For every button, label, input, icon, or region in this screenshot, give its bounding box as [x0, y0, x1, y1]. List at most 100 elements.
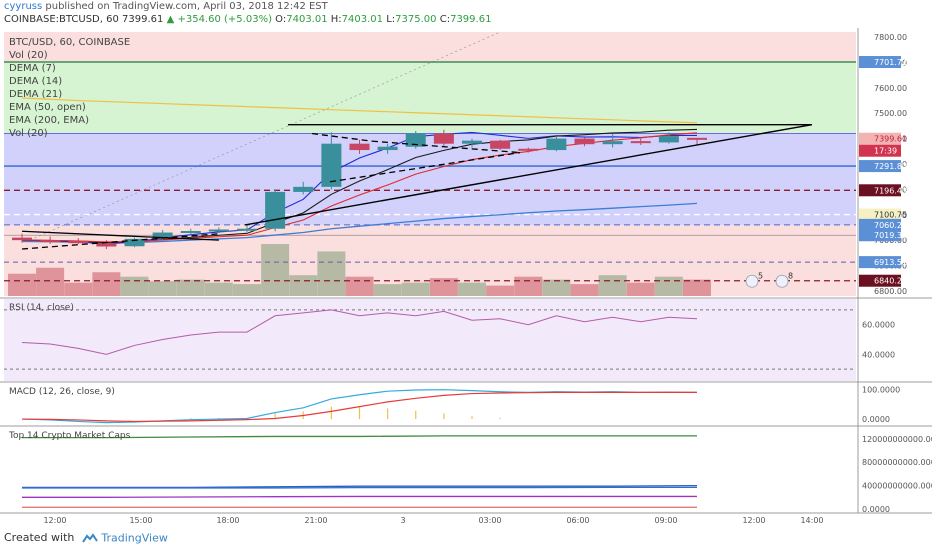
- legend-item[interactable]: Vol (20): [9, 127, 130, 140]
- time-tick-label: 12:00: [742, 516, 765, 525]
- low-label: L:: [386, 14, 395, 25]
- high-value: 7403.01: [342, 14, 383, 25]
- price-change: +354.60 (+5.03%): [177, 14, 272, 25]
- volume-bar: [514, 277, 542, 296]
- time-tick-label: 12:00: [43, 516, 66, 525]
- publish-line: cyyruss published on TradingView.com, Ap…: [4, 1, 328, 12]
- volume-bar: [36, 268, 64, 296]
- candle: [293, 187, 313, 192]
- trading-chart[interactable]: 587800.007700.007600.007500.007400.00730…: [0, 28, 932, 526]
- chart-legend: BTC/USD, 60, COINBASE Vol (20) DEMA (7) …: [9, 36, 130, 140]
- volume-bar: [627, 283, 655, 296]
- time-tick-label: 06:00: [566, 516, 589, 525]
- time-tick-label: 18:00: [216, 516, 239, 525]
- volume-bar: [486, 286, 514, 296]
- legend-item[interactable]: Vol (20): [9, 49, 130, 62]
- candle: [265, 192, 285, 229]
- candle: [209, 229, 229, 231]
- ohlc-line: COINBASE:BTCUSD, 60 7399.61 ▲ +354.60 (+…: [4, 14, 491, 25]
- price-tag-label: 17:39: [874, 147, 897, 156]
- legend-item[interactable]: DEMA (7): [9, 62, 130, 75]
- volume-bar: [458, 283, 486, 296]
- legend-item[interactable]: BTC/USD, 60, COINBASE: [9, 36, 130, 49]
- rsi-tick-label: 60.0000: [862, 321, 895, 330]
- change-up-icon: ▲: [167, 14, 175, 25]
- macd-tick-label: 100.0000: [862, 385, 900, 394]
- candle: [518, 149, 538, 151]
- legend-item[interactable]: EMA (50, open): [9, 101, 130, 114]
- volume-bar: [233, 284, 261, 296]
- price-tag-label: 7291.83: [874, 162, 907, 171]
- market-caps-title: Top 14 Crypto Market Caps: [8, 431, 131, 441]
- volume-bar: [374, 284, 402, 296]
- rsi-tick-label: 40.0000: [862, 350, 895, 359]
- time-tick-label: 3: [400, 516, 405, 525]
- volume-bar: [121, 277, 149, 296]
- price-tag-label: 7060.28: [874, 221, 907, 230]
- close-label: C:: [440, 14, 450, 25]
- price-tag-label: 7399.61: [874, 135, 907, 144]
- price-tick-label: 7600.00: [874, 84, 907, 93]
- event-count: 8: [788, 271, 793, 280]
- author-link[interactable]: cyyruss: [4, 1, 42, 12]
- candle: [68, 241, 88, 244]
- volume-bar: [346, 277, 374, 296]
- green-zone: [4, 62, 856, 134]
- volume-bar: [261, 244, 289, 296]
- candle: [687, 138, 707, 140]
- candle: [490, 141, 510, 149]
- symbol-label: COINBASE:BTCUSD, 60: [4, 14, 119, 25]
- tradingview-logo-icon: [82, 533, 98, 543]
- candle: [546, 139, 566, 150]
- rsi-title: RSI (14, close): [9, 303, 74, 313]
- candle: [96, 243, 116, 246]
- market-cap-line: [22, 487, 697, 488]
- volume-bar: [542, 280, 570, 296]
- price-tag-label: 7701.72: [874, 58, 907, 67]
- created-with-label: Created with: [4, 531, 74, 544]
- close-value: 7399.61: [450, 14, 491, 25]
- volume-bar: [149, 281, 177, 296]
- legend-item[interactable]: DEMA (14): [9, 75, 130, 88]
- candle: [181, 231, 201, 233]
- price-tag-label: 6840.20: [874, 277, 907, 286]
- open-value: 7403.01: [286, 14, 327, 25]
- volume-bar: [289, 275, 317, 296]
- market-cap-tick-label: 40000000000.0000: [862, 482, 932, 491]
- time-tick-label: 03:00: [478, 516, 501, 525]
- event-count: 5: [758, 271, 763, 280]
- time-tick-label: 21:00: [304, 516, 327, 525]
- time-tick-label: 09:00: [654, 516, 677, 525]
- candle: [12, 238, 32, 241]
- volume-bar: [92, 272, 120, 296]
- legend-item[interactable]: DEMA (21): [9, 88, 130, 101]
- price-tag-label: 7100.75: [874, 211, 907, 220]
- candle: [434, 134, 454, 144]
- legend-item[interactable]: EMA (200, EMA): [9, 114, 130, 127]
- high-label: H:: [331, 14, 342, 25]
- tradingview-brand[interactable]: TradingView: [101, 532, 167, 545]
- volume-bar: [402, 283, 430, 296]
- volume-bar: [317, 251, 345, 296]
- candle: [40, 240, 60, 242]
- macd-title: MACD (12, 26, close, 9): [9, 387, 115, 397]
- volume-bar: [8, 274, 36, 296]
- price-tag-label: 7019.33: [874, 231, 907, 240]
- candle: [321, 144, 341, 187]
- candle: [378, 147, 398, 150]
- time-tick-label: 14:00: [800, 516, 823, 525]
- time-tick-label: 15:00: [129, 516, 152, 525]
- volume-bar: [599, 275, 627, 296]
- price-tag-label: 6913.51: [874, 258, 907, 267]
- footer: Created with TradingView: [4, 531, 168, 545]
- volume-bar: [177, 280, 205, 296]
- published-text: published on TradingView.com, April 03, …: [45, 1, 327, 12]
- macd-tick-label: 0.0000: [862, 415, 890, 424]
- candle: [350, 144, 370, 150]
- volume-bar: [683, 280, 711, 296]
- volume-bar: [571, 284, 599, 296]
- price-tick-label: 6800.00: [874, 287, 907, 296]
- candle: [631, 141, 651, 143]
- low-value: 7375.00: [395, 14, 436, 25]
- open-label: O:: [275, 14, 286, 25]
